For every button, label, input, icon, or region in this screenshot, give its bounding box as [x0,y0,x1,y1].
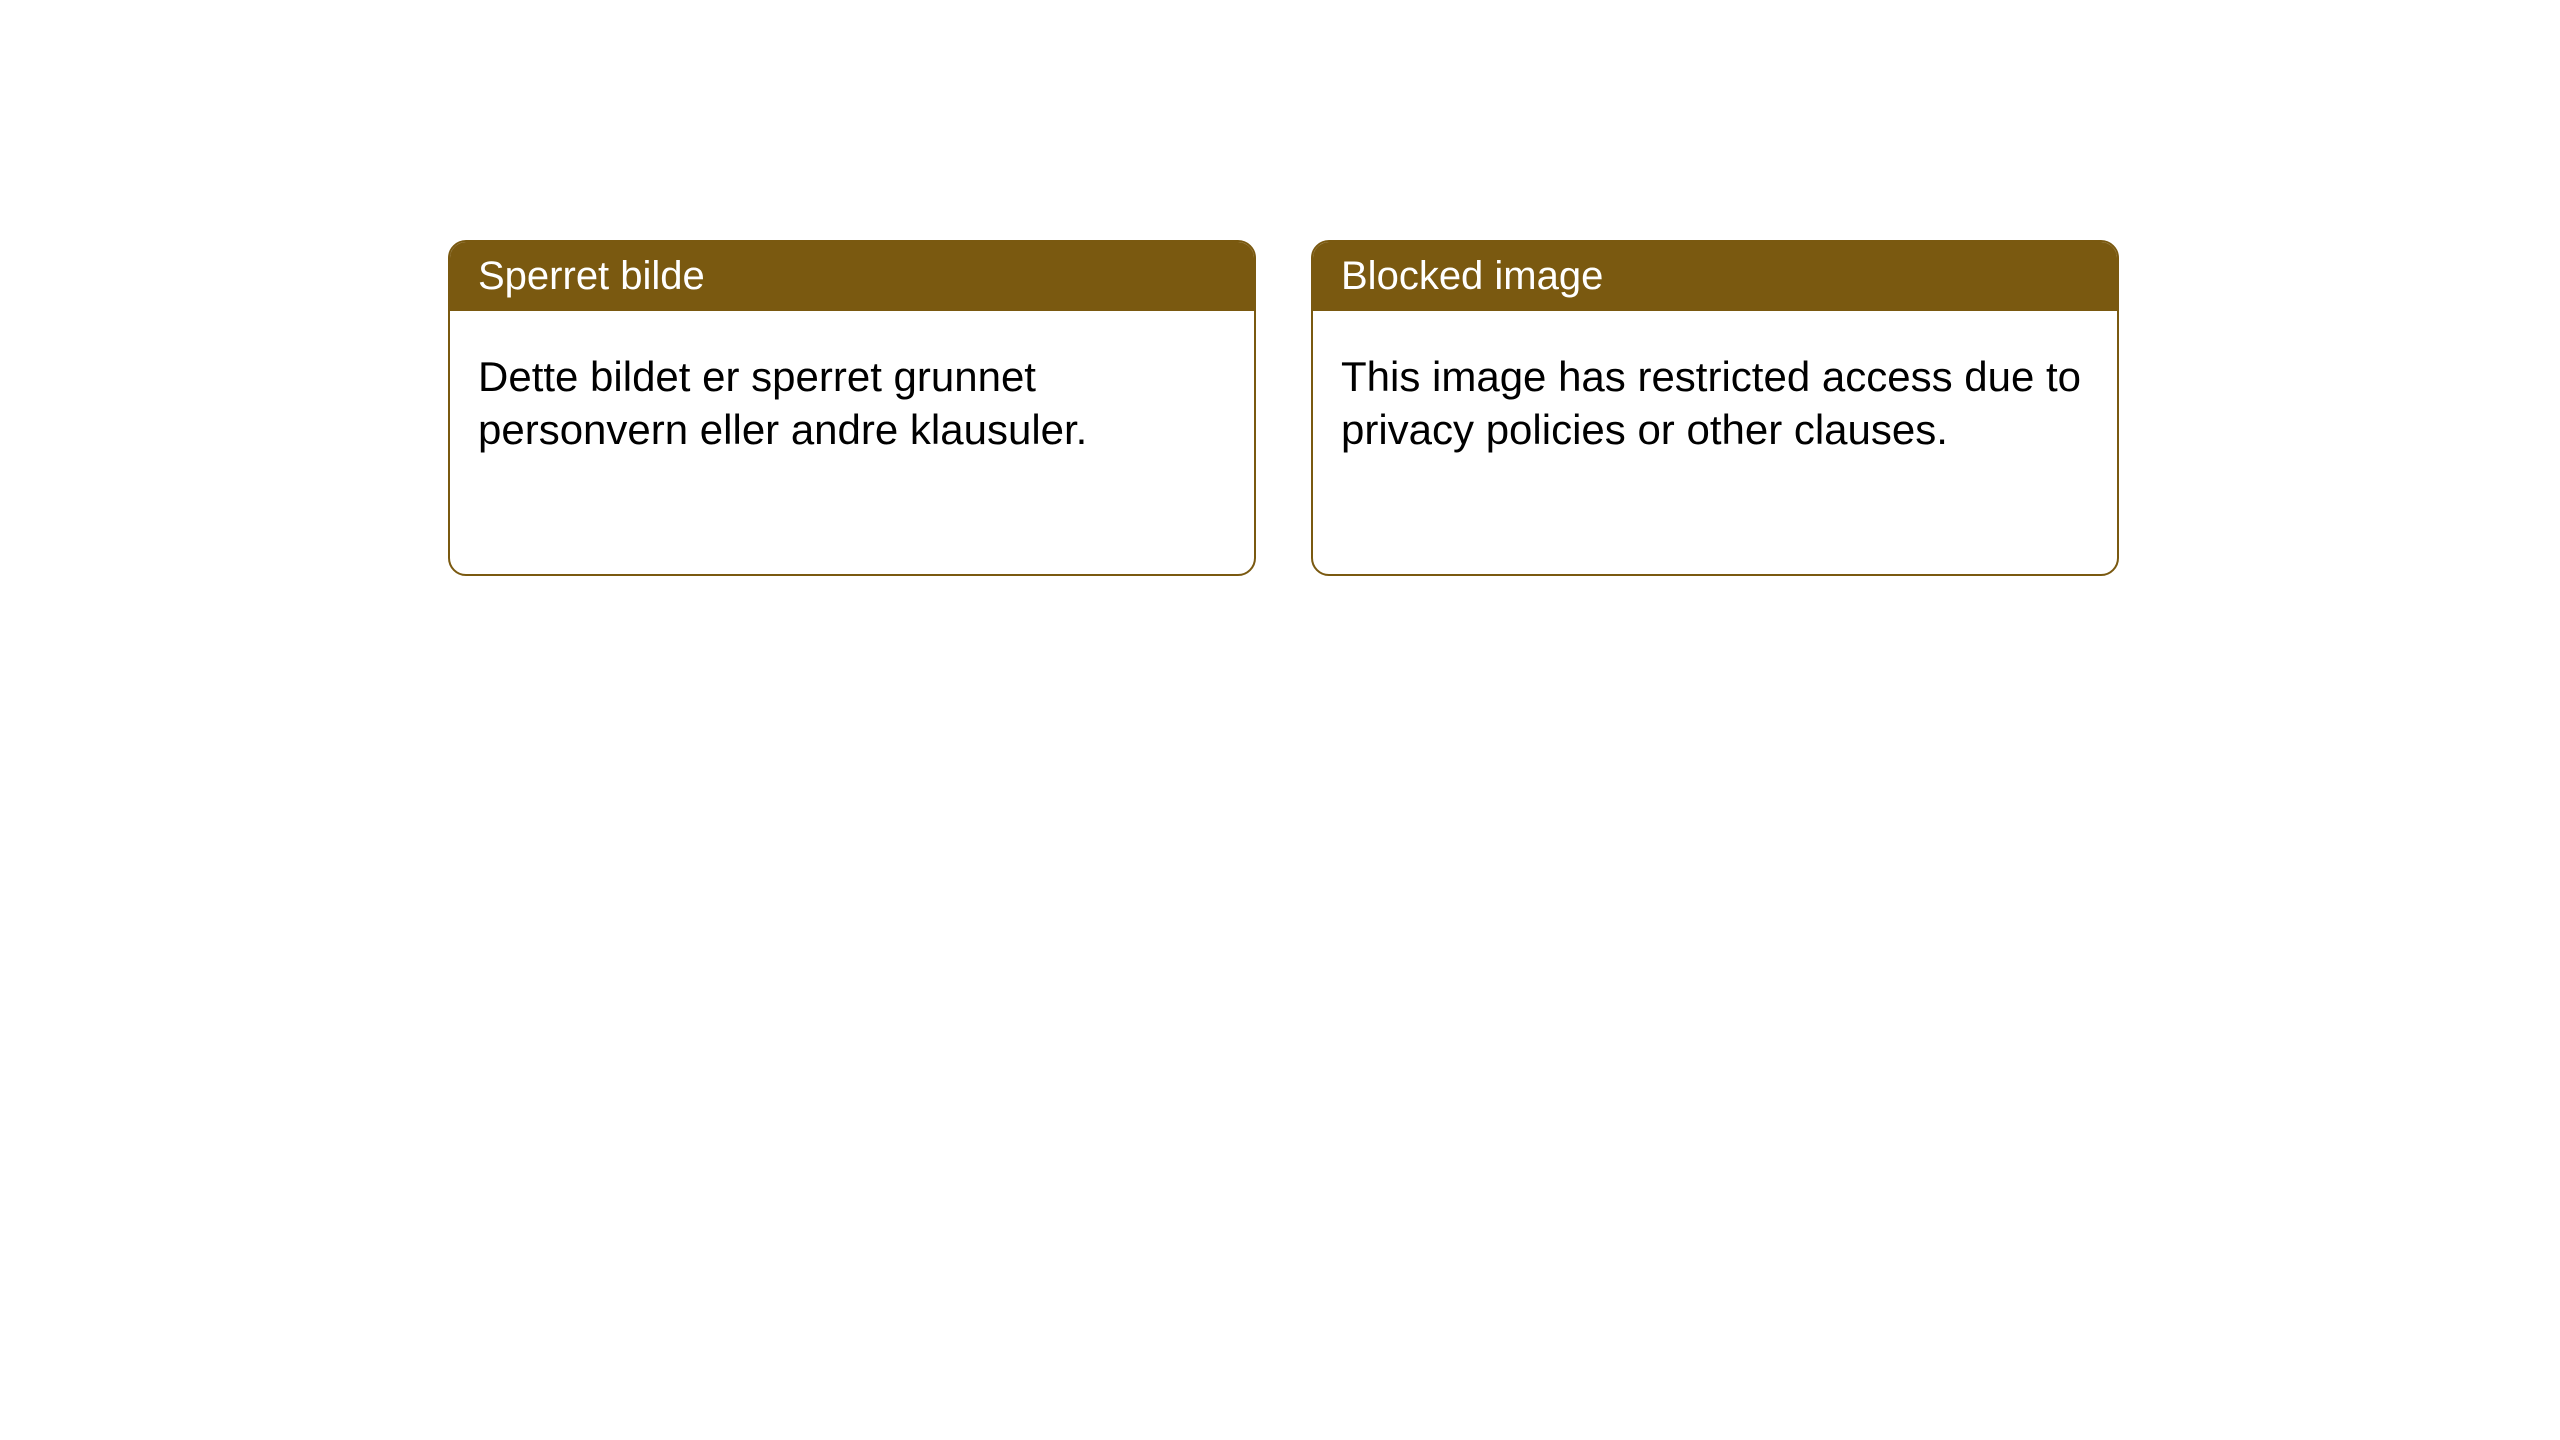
notice-container: Sperret bilde Dette bildet er sperret gr… [448,240,2119,576]
notice-card-english: Blocked image This image has restricted … [1311,240,2119,576]
notice-body-english: This image has restricted access due to … [1313,311,2117,496]
notice-card-norwegian: Sperret bilde Dette bildet er sperret gr… [448,240,1256,576]
notice-body-norwegian: Dette bildet er sperret grunnet personve… [450,311,1254,496]
notice-header-english: Blocked image [1313,242,2117,311]
notice-header-norwegian: Sperret bilde [450,242,1254,311]
